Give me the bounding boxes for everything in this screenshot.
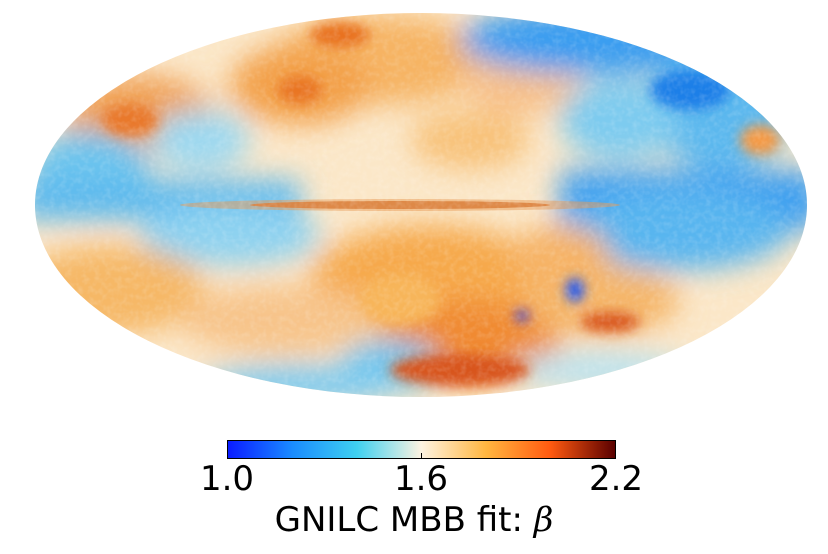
colorbar-tick-label-min: 1.0 <box>199 459 255 499</box>
colorbar-tick-label-max: 2.2 <box>588 459 644 499</box>
colorbar-tick-mid <box>421 453 422 459</box>
mollweide-sky-map-image <box>35 13 807 397</box>
colorbar-title-text: GNILC MBB fit: <box>274 500 534 540</box>
colorbar-title-symbol: β <box>533 500 554 540</box>
colorbar-tick-label-mid: 1.6 <box>393 459 449 499</box>
colorbar-title: GNILC MBB fit: β <box>0 503 828 537</box>
sky-map <box>35 13 807 397</box>
